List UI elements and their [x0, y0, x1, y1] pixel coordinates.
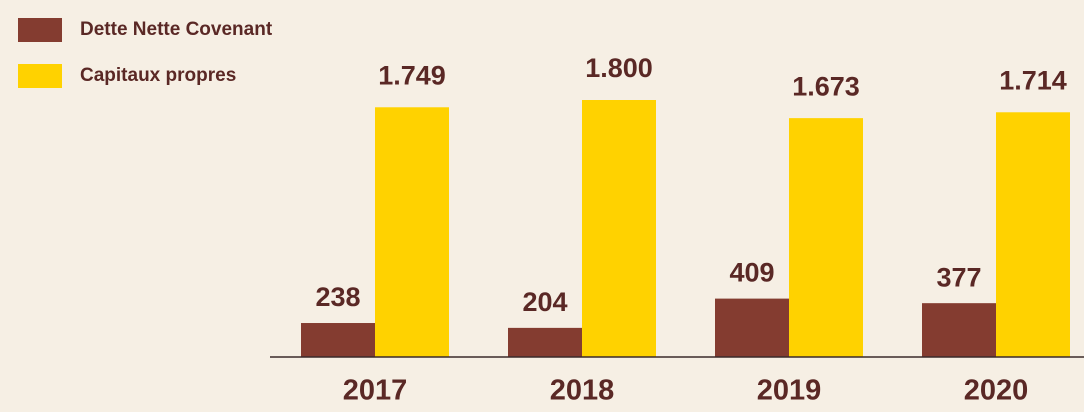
legend-swatch — [18, 64, 62, 88]
legend-swatch — [18, 18, 62, 42]
value-label: 238 — [315, 282, 360, 312]
x-tick-label: 2019 — [757, 375, 822, 407]
bar — [301, 323, 375, 357]
value-label: 204 — [522, 287, 567, 317]
bar — [789, 118, 863, 357]
value-label: 377 — [936, 262, 981, 292]
bar — [715, 298, 789, 357]
value-label: 1.749 — [378, 60, 446, 90]
value-label: 409 — [729, 258, 774, 288]
value-label: 1.800 — [585, 53, 653, 83]
legend-label: Capitaux propres — [80, 65, 236, 86]
bar — [922, 303, 996, 357]
bar — [582, 100, 656, 357]
value-label: 1.714 — [999, 65, 1067, 95]
bar — [996, 112, 1070, 357]
x-tick-label: 2020 — [964, 375, 1029, 407]
legend-label: Dette Nette Covenant — [80, 19, 273, 40]
bar — [508, 327, 582, 357]
bar — [375, 107, 449, 357]
x-tick-label: 2018 — [550, 375, 615, 407]
value-label: 1.673 — [792, 71, 860, 101]
x-tick-label: 2017 — [343, 375, 408, 407]
